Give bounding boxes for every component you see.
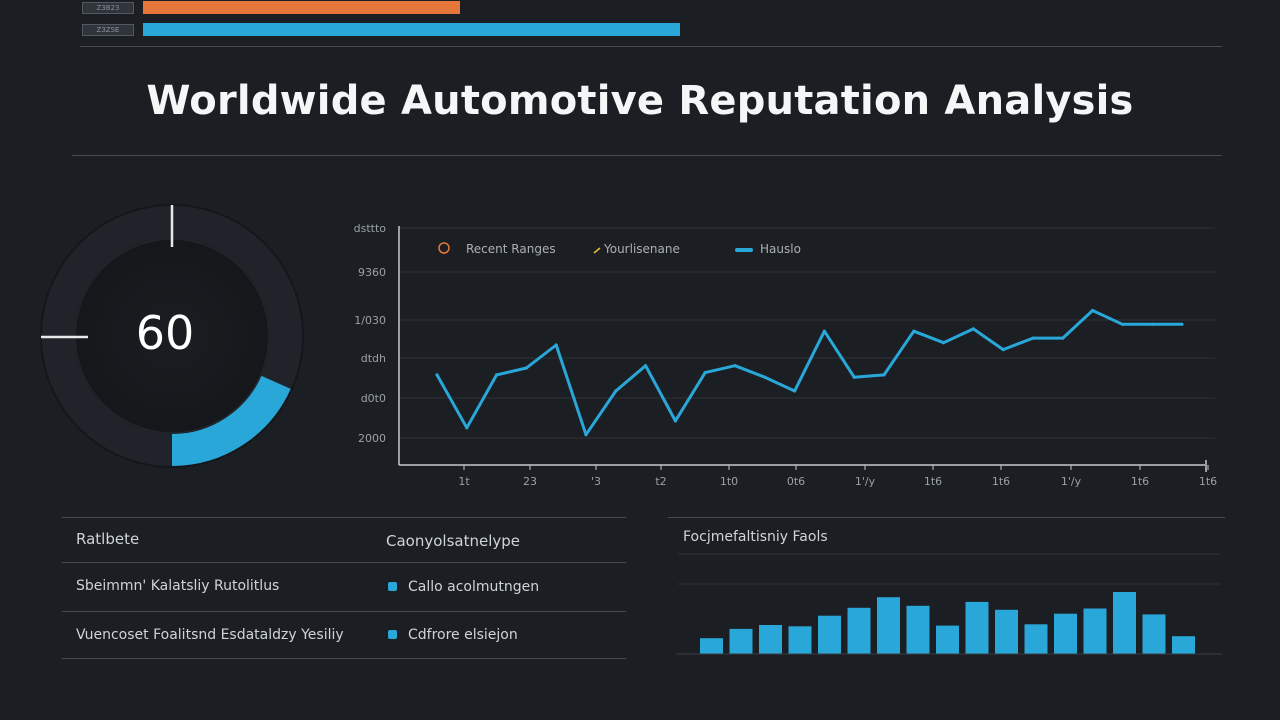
line-point: [793, 389, 797, 393]
bar: [1024, 624, 1048, 654]
line-point: [1031, 336, 1035, 340]
x-tick-label: 1t6: [924, 475, 942, 488]
line-series-hauslo: [435, 309, 1182, 437]
line-chart: dsttto 9360 1/030 dtdh d0t0 2000 1t 23 '3 t2 1t0 0…: [354, 222, 1218, 488]
x-tick-label: 1t0: [720, 475, 738, 488]
line-point: [584, 433, 588, 437]
x-tick-label: '3: [591, 475, 601, 488]
line-point: [554, 343, 558, 347]
table-header-value: Caonyolsatnelype: [386, 532, 520, 550]
table-bottom-rule: [62, 658, 626, 659]
line-point: [971, 327, 976, 331]
x-tick-label: 1'/y: [1061, 475, 1082, 488]
bar: [1172, 636, 1195, 654]
table-top-rule: [62, 517, 626, 518]
table-header-rule: [62, 562, 626, 563]
line-point: [763, 375, 767, 379]
x-tick-label: t2: [655, 475, 666, 488]
y-tick-label: 2000: [358, 432, 386, 445]
table-header-name: Ratlbete: [76, 530, 140, 548]
y-tick-label: d0t0: [361, 392, 386, 405]
line-point: [673, 419, 677, 423]
line-chart-y-ticks: dsttto 9360 1/030 dtdh d0t0 2000: [354, 222, 387, 445]
line-point: [733, 364, 737, 368]
bar: [1142, 614, 1166, 654]
title-divider: [72, 155, 1222, 156]
bar-chart-bars: [700, 592, 1195, 654]
bar: [788, 626, 812, 654]
line-point: [1120, 322, 1124, 326]
page-title: Worldwide Automotive Reputation Analysis: [146, 78, 1134, 124]
line-point: [1180, 322, 1184, 326]
bar: [1083, 608, 1107, 654]
x-tick-label: 0t6: [787, 475, 805, 488]
y-tick-label: dsttto: [354, 222, 387, 235]
bar: [759, 625, 782, 654]
bar: [995, 609, 1018, 654]
gauge: [40, 204, 304, 468]
bar-chart-title: Focjmefaltisniy Faols: [683, 529, 828, 545]
bar: [1054, 613, 1077, 654]
table-cell-value: Cdfrore elsiejon: [408, 627, 518, 643]
line-point: [852, 375, 856, 379]
table-cell-dot: [388, 582, 397, 591]
bar: [906, 605, 930, 654]
table-row-rule: [62, 611, 626, 612]
line-point: [822, 329, 826, 333]
bar: [818, 615, 841, 654]
bar: [936, 625, 959, 654]
bar-chart: [676, 553, 1222, 655]
y-tick-label: 9360: [358, 266, 386, 279]
x-tick-label: 1'/y: [855, 475, 876, 488]
x-tick-label: 1t6: [992, 475, 1010, 488]
line-point: [1061, 336, 1065, 340]
line-point: [495, 373, 499, 377]
line-chart-x-ticks: 1t 23 '3 t2 1t0 0t6 1'/y 1t6 1t6 1'/y 1t6 1t6: [458, 465, 1217, 488]
legend-label-1: Recent Ranges: [466, 242, 556, 256]
line-point: [1001, 348, 1005, 352]
y-tick-label: dtdh: [361, 352, 386, 365]
gauge-arc: [171, 375, 291, 466]
x-tick-label: 23: [523, 475, 537, 488]
line-point: [435, 373, 439, 377]
bar: [847, 607, 871, 654]
line-point: [882, 373, 886, 377]
bar: [877, 597, 900, 654]
line-chart-points: [435, 308, 1184, 437]
gauge-value: 60: [135, 306, 195, 360]
table-cell-value: Callo acolmutngen: [408, 579, 540, 595]
table-cell-name: Sbeimmn' Kalatsliy Rutolitlus: [76, 578, 280, 594]
top-bar-2-fill: [143, 23, 680, 36]
legend-tick-icon: [593, 247, 601, 254]
top-bar-1-fill: [143, 1, 460, 14]
x-tick-label: 1t6: [1199, 475, 1217, 488]
line-point: [942, 341, 946, 345]
legend-label-3: Hauslo: [760, 242, 801, 256]
line-point: [703, 371, 707, 375]
line-point: [524, 366, 528, 370]
line-point: [912, 329, 916, 333]
line-point: [465, 426, 469, 430]
x-tick-label: 1t6: [1131, 475, 1149, 488]
bar: [965, 601, 989, 654]
bar: [729, 628, 753, 654]
legend-label-2: Yourlisenane: [603, 242, 680, 256]
table-cell-name: Vuencoset Foalitsnd Esdataldzy Yesiliy: [76, 627, 344, 643]
line-point: [644, 364, 648, 368]
bar: [700, 638, 723, 654]
line-point: [1150, 322, 1154, 326]
bar-chart-top-rule: [668, 517, 1225, 518]
y-tick-label: 1/030: [354, 314, 386, 327]
legend-circle-icon: [438, 242, 450, 254]
line-point: [614, 389, 618, 393]
bar: [1113, 592, 1136, 654]
table-cell-dot: [388, 630, 397, 639]
top-divider: [80, 46, 1222, 47]
top-bar-2-label: Z3ZSE: [82, 24, 134, 36]
line-point: [1091, 308, 1095, 313]
line-chart-grid: [399, 227, 1215, 439]
top-bar-1-label: Z3B23: [82, 2, 134, 14]
x-tick-label: 1t: [458, 475, 470, 488]
